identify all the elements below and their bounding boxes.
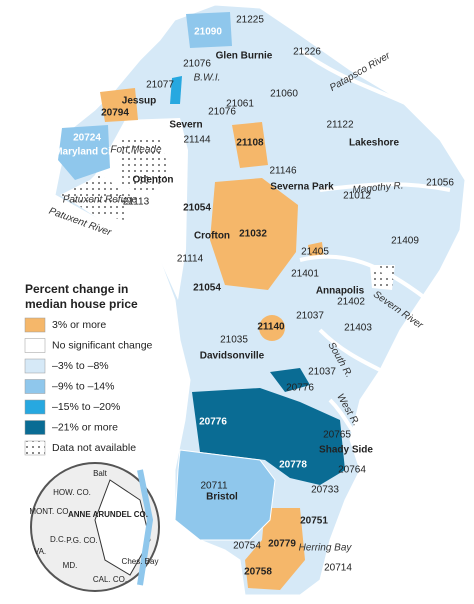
place-label: Severna Park xyxy=(270,182,334,193)
zip-label: 21012 xyxy=(343,191,371,202)
inset-label: HOW. CO. xyxy=(53,488,91,497)
legend-swatch xyxy=(24,379,46,394)
zip-label: 21054 xyxy=(193,283,221,294)
legend-items: 3% or more No significant change –3% to –8… xyxy=(24,317,153,456)
inset-label: Ches. Bay xyxy=(122,557,159,566)
zip-label: 21403 xyxy=(344,323,372,334)
zip-label: 21226 xyxy=(293,47,321,58)
county xyxy=(54,4,466,596)
inset-label: VA. xyxy=(34,547,46,556)
legend-swatch xyxy=(24,317,46,333)
zip-label: 21060 xyxy=(270,89,298,100)
place-label: Glen Burnie xyxy=(216,51,273,62)
zip-label: 21037 xyxy=(308,367,336,378)
place-label: Bristol xyxy=(206,492,238,503)
zip-label: 20765 xyxy=(323,430,351,441)
legend-label: Data not available xyxy=(52,442,136,454)
zip-label: 21032 xyxy=(239,229,267,240)
zip-label: 21054 xyxy=(183,203,211,214)
zip-label: 20751 xyxy=(300,516,328,527)
zip-label: 21113 xyxy=(123,197,150,208)
legend-label: 3% or more xyxy=(52,319,106,331)
zip-label: 21114 xyxy=(177,254,204,265)
inset: Balt HOW. CO. ANNE ARUNDEL CO.MONT. CO. D.C… xyxy=(29,462,160,592)
inset-label: P.G. CO. xyxy=(66,536,97,545)
zip-label: 20733 xyxy=(311,485,339,496)
zip-label: 20714 xyxy=(324,563,352,574)
inset-label: ANNE ARUNDEL CO. xyxy=(68,510,148,519)
inset-label: MD. xyxy=(63,561,78,570)
place-label: Crofton xyxy=(194,231,230,242)
water-label: Patuxent Refuge xyxy=(63,195,138,206)
zip-label: 20794 xyxy=(101,108,129,119)
legend-label: No significant change xyxy=(52,339,153,351)
legend-title: Percent change in xyxy=(25,282,128,296)
zip-label: 21144 xyxy=(183,135,211,146)
zip-label: 21076 xyxy=(183,59,211,70)
zip-label: 21076 xyxy=(208,107,236,118)
zip-label: 20776 xyxy=(199,417,227,428)
zip-label: 20776 xyxy=(286,383,314,394)
zip-label: 21405 xyxy=(301,247,329,258)
water-label: Magothy R. xyxy=(352,180,404,195)
legend-label: –9% to –14% xyxy=(52,380,114,392)
zip-label: 21108 xyxy=(236,138,264,149)
zip-label: 20724 xyxy=(73,133,101,144)
place-label: Annapolis xyxy=(316,286,365,297)
zip-label: 21077 xyxy=(146,80,174,91)
legend-label: –15% to –20% xyxy=(52,401,120,413)
legend-swatch xyxy=(24,399,46,415)
zip-label: 21225 xyxy=(236,15,264,26)
zip-label: 21037 xyxy=(296,311,324,322)
zip-label: 21402 xyxy=(337,297,365,308)
place-label: Jessup xyxy=(122,96,156,107)
zip-label: 21056 xyxy=(426,178,454,189)
legend: Percent change in median house price 3% … xyxy=(24,282,153,456)
legend-swatch xyxy=(24,440,46,456)
inset-label: CAL. CO. xyxy=(93,575,127,584)
place-label: Shady Side xyxy=(319,445,373,456)
legend-label: –3% to –8% xyxy=(52,360,109,372)
zip-label: 20778 xyxy=(279,460,307,471)
place-label: Odenton xyxy=(132,175,173,186)
zip-label: 21409 xyxy=(391,236,419,247)
place-label: B.W.I. xyxy=(194,73,221,84)
place-label: Fort Meade xyxy=(110,145,162,156)
place-label: Lakeshore xyxy=(349,138,399,149)
zip-label: 20754 xyxy=(233,541,261,552)
zip-label: 21035 xyxy=(220,335,248,346)
zip-label: 20779 xyxy=(268,539,296,550)
legend-swatch xyxy=(24,338,46,353)
zip-label: 21401 xyxy=(291,269,319,280)
zip-label: 20758 xyxy=(244,567,272,578)
zip-label: 20711 xyxy=(200,481,228,492)
zip-label: 21122 xyxy=(326,120,354,131)
legend-swatch xyxy=(24,420,46,435)
legend-label: –21% or more xyxy=(52,421,118,433)
zip-label: 21090 xyxy=(194,27,222,38)
zip-label: 21140 xyxy=(257,322,285,333)
inset-label: MONT. CO. xyxy=(29,507,70,516)
legend-title: median house price xyxy=(25,297,138,311)
place-label: Maryland City xyxy=(54,147,120,158)
zip-label: 20764 xyxy=(338,465,366,476)
place-label: Severn xyxy=(169,120,202,131)
legend-swatch xyxy=(24,358,46,374)
zip-label: 21061 xyxy=(226,99,254,110)
water-label: Herring Bay xyxy=(299,543,353,554)
inset-label: D.C. xyxy=(50,535,66,544)
place-label: Davidsonville xyxy=(200,351,265,362)
inset-label: Balt xyxy=(93,469,108,478)
zip-label: 21146 xyxy=(269,166,297,177)
